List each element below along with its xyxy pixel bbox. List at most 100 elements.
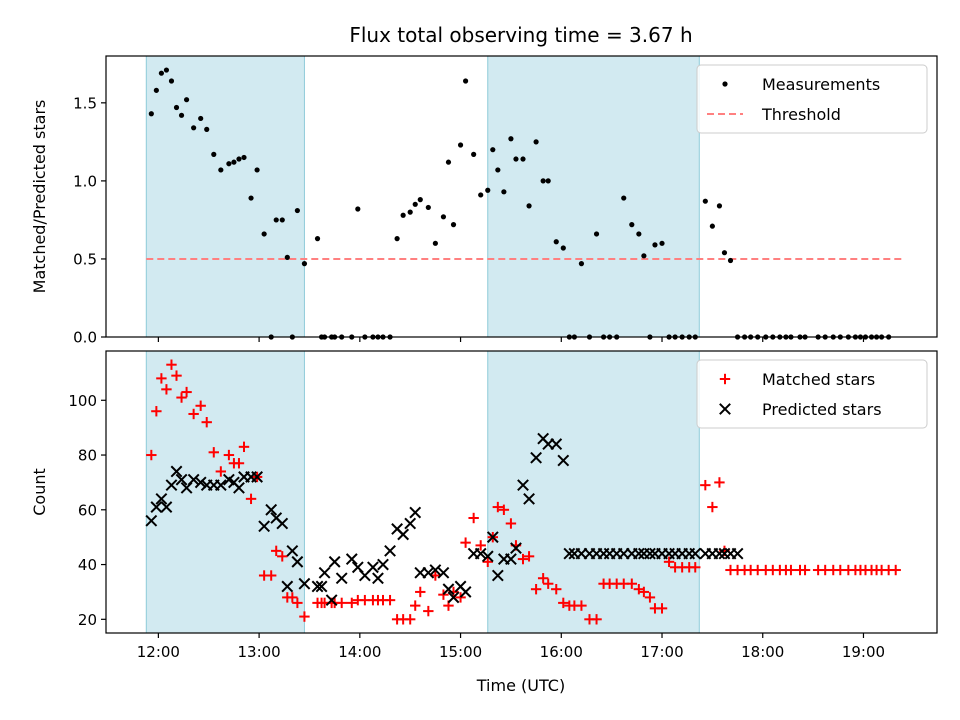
data-point — [292, 597, 303, 609]
data-point — [346, 597, 357, 609]
series-predicted-stars — [145, 432, 744, 607]
data-point — [656, 603, 668, 614]
data-point — [286, 544, 299, 557]
data-point — [223, 449, 235, 461]
x-tick-label: 13:00 — [237, 643, 280, 661]
data-point — [163, 67, 170, 73]
data-point — [178, 112, 185, 118]
legend-label: Predicted stars — [762, 400, 882, 419]
data-point — [146, 449, 157, 461]
data-point — [510, 542, 522, 555]
data-point — [148, 111, 154, 117]
data-point — [478, 192, 484, 198]
data-point — [533, 139, 539, 145]
data-point — [407, 209, 413, 215]
data-point — [438, 589, 449, 600]
y-tick-label: 60 — [78, 501, 97, 519]
data-point — [530, 583, 542, 595]
data-point — [254, 167, 260, 173]
data-point — [367, 561, 379, 574]
y-tick-label: 1.5 — [73, 94, 97, 112]
data-point — [218, 167, 224, 173]
data-point — [471, 151, 477, 157]
legend-box — [696, 64, 928, 134]
shaded-interval-0 — [145, 350, 305, 634]
data-point — [195, 400, 206, 411]
shaded-interval-1 — [487, 55, 700, 338]
data-point — [629, 222, 635, 228]
data-point — [423, 605, 434, 617]
data-point — [442, 583, 455, 596]
data-point — [291, 555, 304, 568]
data-point — [155, 492, 168, 505]
data-point — [372, 572, 384, 585]
plot-frame — [105, 55, 938, 338]
data-point — [495, 167, 501, 173]
data-point — [176, 392, 187, 403]
data-point — [231, 159, 237, 165]
x-tick-label: 19:00 — [842, 643, 885, 661]
data-point — [714, 477, 725, 488]
x-tick-label: 15:00 — [439, 643, 482, 661]
data-point — [663, 556, 675, 568]
data-point — [409, 506, 422, 519]
legend-marker — [719, 403, 731, 415]
top-panel: 0.0 0.5 1.0 1.5 Matched/Predicted stars Measu… — [30, 55, 938, 347]
data-point — [641, 253, 647, 259]
data-point — [659, 240, 665, 246]
data-point — [279, 217, 285, 223]
data-point — [215, 466, 227, 477]
data-point — [474, 547, 487, 560]
data-point — [644, 592, 656, 603]
data-point — [160, 501, 173, 513]
plot-frame — [105, 350, 938, 634]
data-point — [432, 240, 438, 246]
data-point — [233, 458, 245, 469]
data-point — [455, 592, 466, 603]
data-point — [530, 451, 543, 464]
data-point — [492, 501, 504, 513]
data-point — [517, 553, 529, 565]
data-point — [265, 503, 278, 516]
data-point — [459, 586, 472, 598]
data-point — [294, 207, 300, 214]
data-point — [689, 547, 702, 560]
y-axis-label: Matched/Predicted stars — [30, 100, 49, 294]
data-point — [445, 159, 452, 165]
data-point — [211, 151, 217, 157]
data-point — [578, 261, 585, 267]
data-point — [198, 115, 204, 122]
data-point — [208, 447, 219, 458]
data-point — [404, 517, 417, 530]
data-point — [412, 201, 418, 207]
data-point — [542, 578, 554, 589]
data-point — [517, 479, 529, 492]
legend-box — [696, 359, 928, 429]
data-point — [437, 566, 450, 579]
data-point — [173, 104, 180, 111]
data-point — [486, 531, 499, 544]
data-point — [523, 492, 535, 505]
data-point — [508, 136, 514, 142]
legend-marker — [719, 373, 731, 385]
data-point — [468, 512, 479, 524]
data-point — [156, 373, 167, 384]
data-point — [400, 212, 406, 218]
data-point — [315, 580, 328, 593]
data-point — [475, 540, 486, 551]
x-tick-label: 12:00 — [137, 643, 180, 661]
data-point — [287, 592, 298, 603]
data-point — [214, 479, 227, 492]
y-tick-label: 100 — [68, 392, 97, 410]
data-point — [563, 547, 576, 560]
data-point — [560, 245, 566, 251]
bottom-panel: 20 40 60 80 100 Count 12:00 13:00 14:00 15:00 16:0… — [30, 350, 938, 661]
data-point — [481, 550, 494, 563]
data-point — [498, 504, 510, 515]
data-point — [709, 223, 715, 229]
data-point — [301, 261, 308, 267]
data-point — [785, 564, 797, 576]
data-point — [336, 597, 347, 609]
data-point — [537, 573, 549, 584]
